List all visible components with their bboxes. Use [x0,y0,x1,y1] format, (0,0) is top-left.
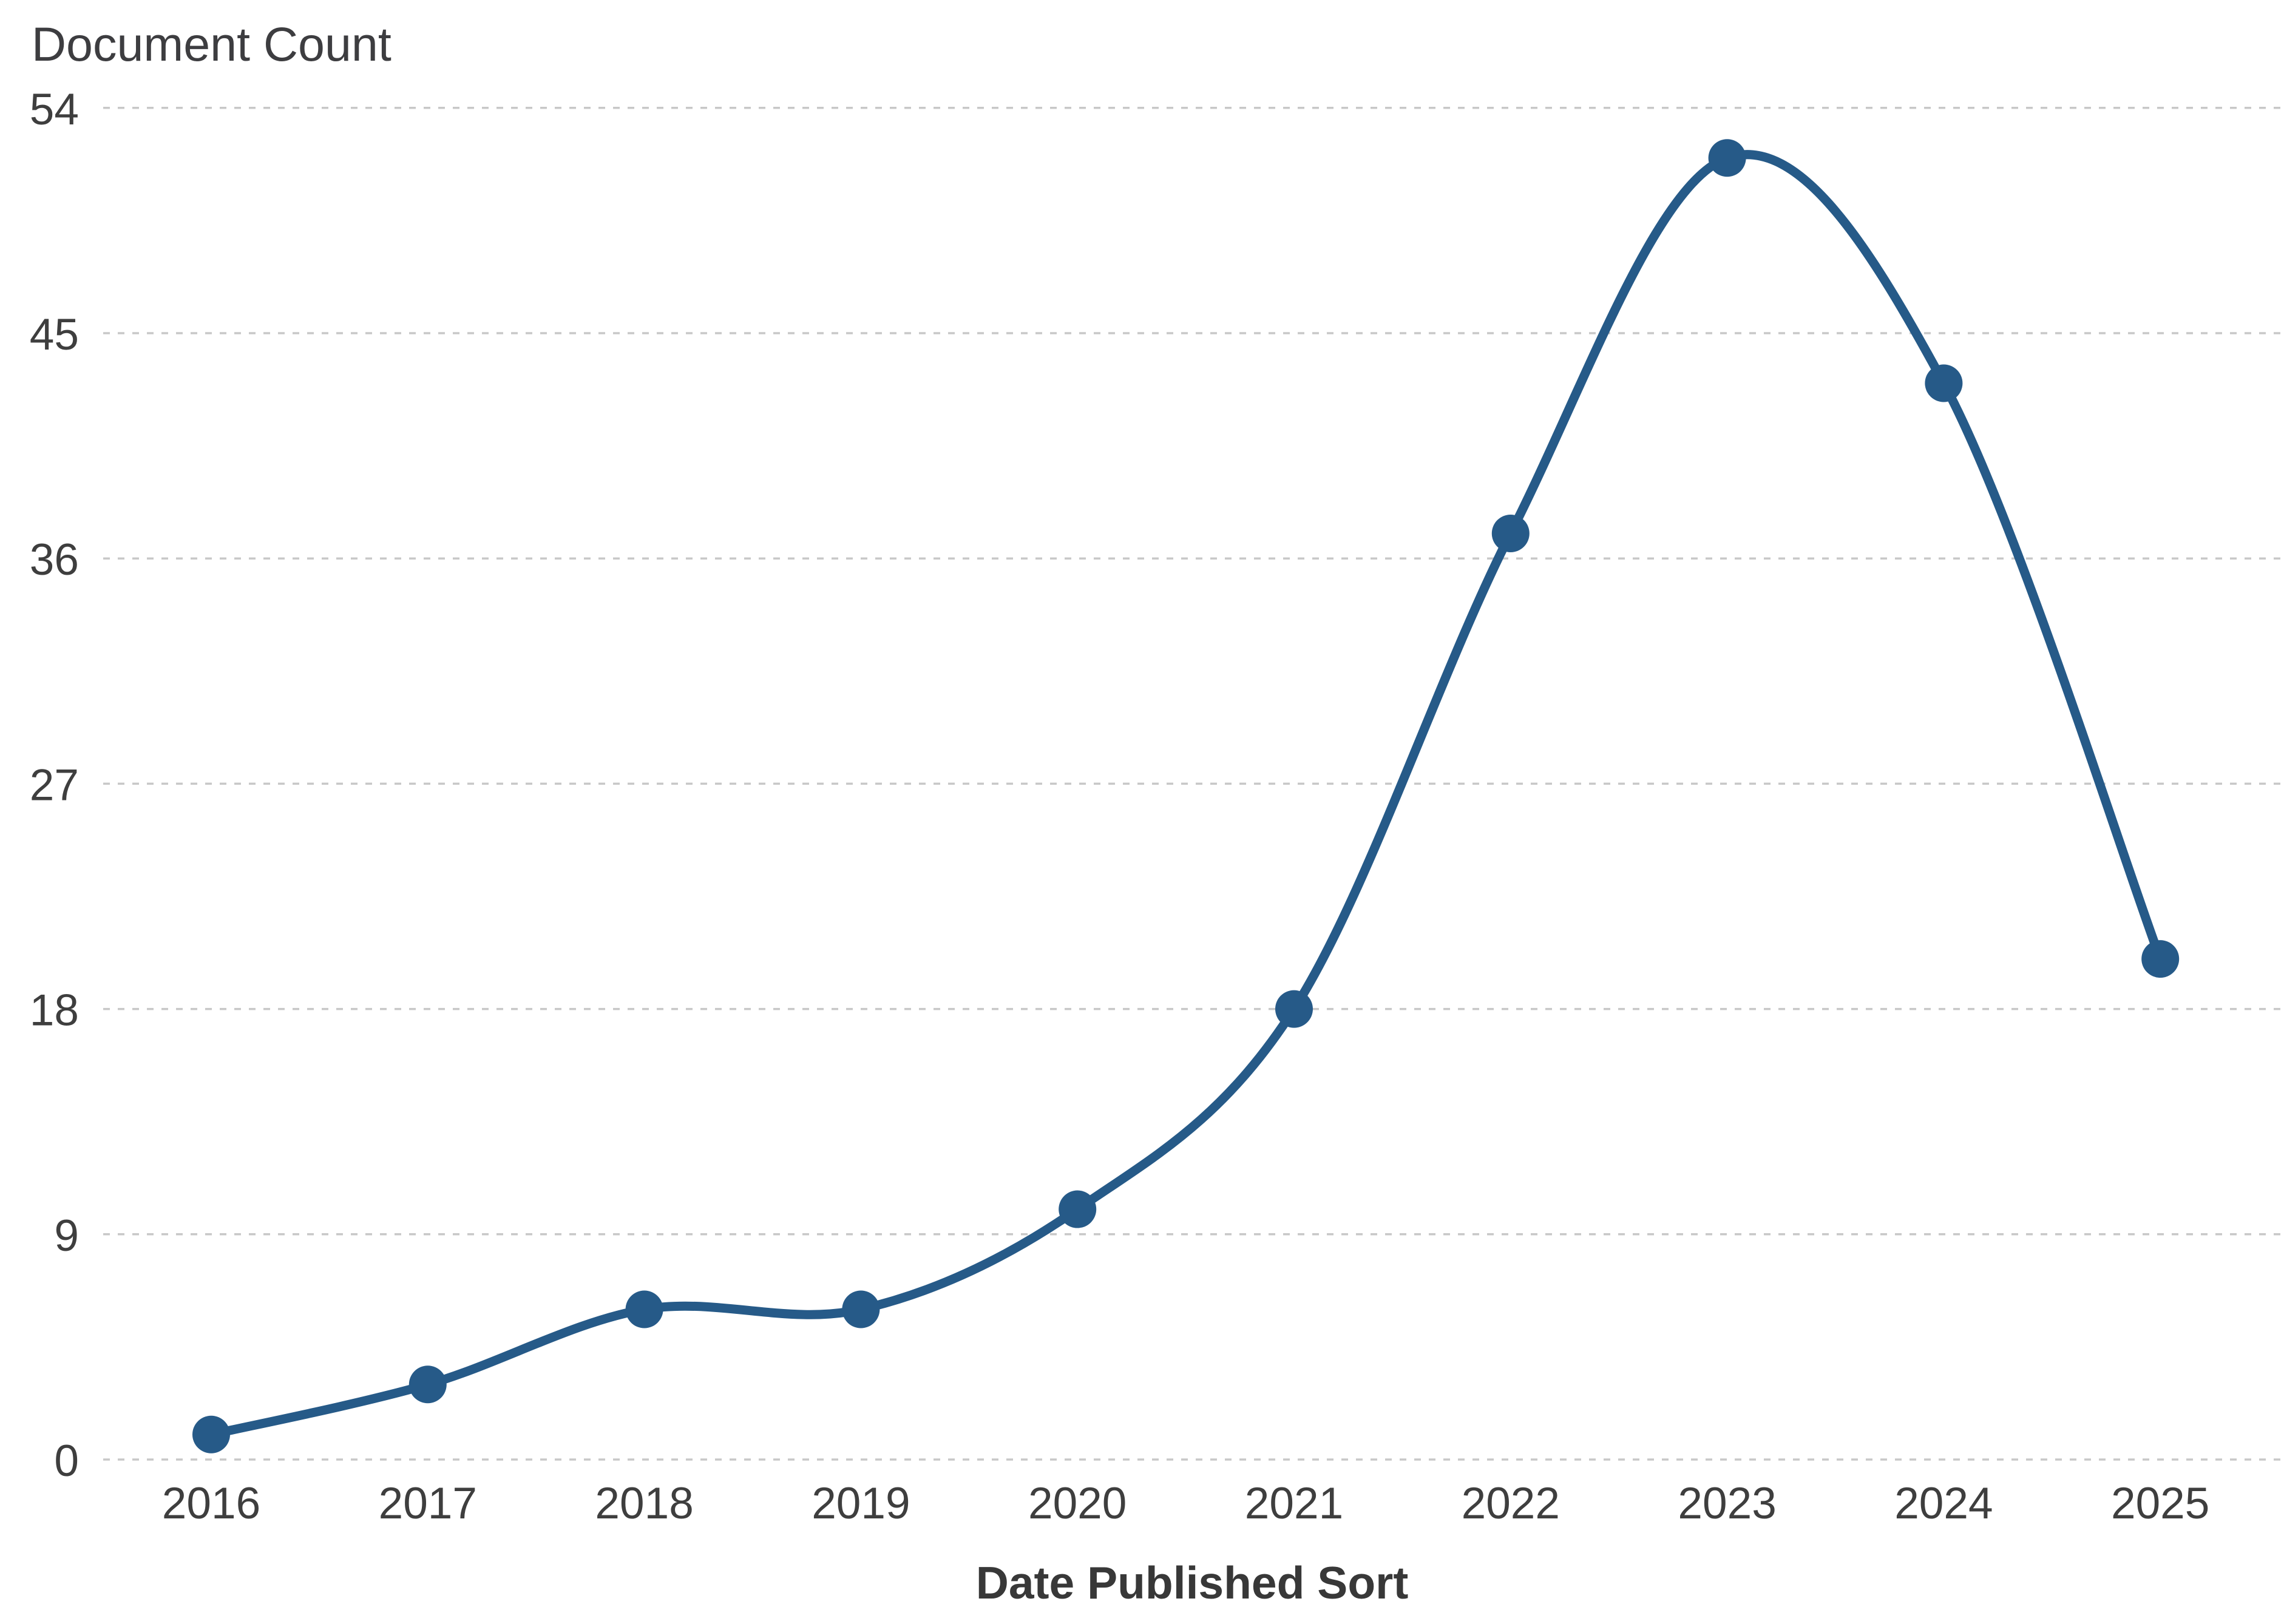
y-tick-label: 0 [54,1436,79,1486]
y-axis-tick-labels: 54 45 36 27 18 9 0 [30,85,79,1486]
x-tick-label: 2024 [1894,1479,1993,1528]
x-tick-label: 2016 [162,1479,260,1528]
data-point[interactable] [1275,990,1313,1028]
x-tick-label: 2017 [379,1479,477,1528]
gridlines-group [103,107,2280,1461]
series-path [206,150,2165,1440]
x-tick-label: 2020 [1028,1479,1127,1528]
chart-title: Document Count [32,17,391,71]
data-point[interactable] [2141,940,2180,978]
x-tick-label: 2025 [2111,1479,2209,1528]
data-point[interactable] [1708,139,1746,177]
data-point[interactable] [408,1365,447,1404]
data-point[interactable] [192,1415,230,1453]
x-axis-tick-labels: 2016 2017 2018 2019 2020 2021 2022 2023 2024 2025 [162,1479,2210,1528]
x-tick-label: 2019 [812,1479,910,1528]
x-tick-label: 2018 [595,1479,693,1528]
x-tick-label: 2023 [1678,1479,1776,1528]
y-tick-label: 45 [30,310,79,359]
x-tick-label: 2021 [1245,1479,1343,1528]
data-point[interactable] [1059,1190,1097,1228]
y-tick-label: 18 [30,986,79,1035]
y-tick-label: 54 [30,85,79,134]
data-point[interactable] [1491,514,1530,552]
x-axis-title: Date Published Sort [976,1557,1409,1608]
y-tick-label: 27 [30,760,79,810]
series-group [192,139,2180,1453]
y-tick-label: 9 [54,1211,79,1260]
data-point[interactable] [842,1290,880,1328]
y-tick-label: 36 [30,535,79,584]
data-point[interactable] [1925,364,1963,402]
x-tick-label: 2022 [1462,1479,1560,1528]
data-point[interactable] [625,1290,663,1328]
